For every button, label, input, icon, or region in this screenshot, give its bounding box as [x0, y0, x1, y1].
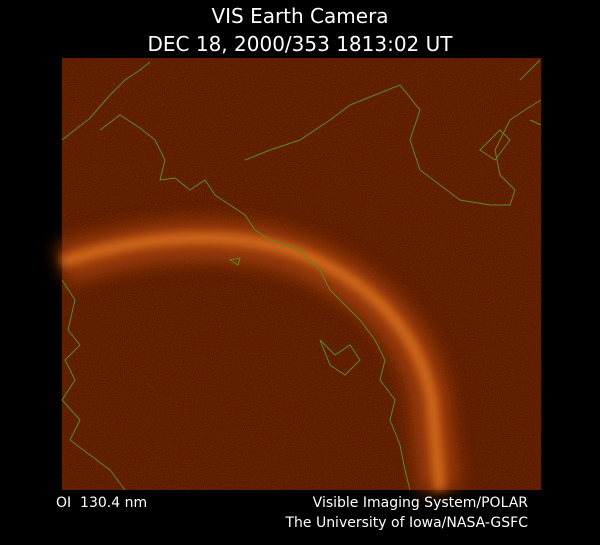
credit-line: Visible Imaging System/POLAR — [313, 495, 529, 511]
wavelength-label: OI 130.4 nm — [56, 495, 147, 511]
auroral-oval-core — [60, 231, 446, 491]
timestamp: DEC 18, 2000/353 1813:02 UT — [148, 32, 454, 56]
title: VIS Earth Camera — [211, 4, 388, 28]
image — [55, 58, 542, 493]
coastlines — [61, 59, 542, 491]
credit-line: The University of Iowa/NASA-GSFC — [284, 515, 528, 531]
